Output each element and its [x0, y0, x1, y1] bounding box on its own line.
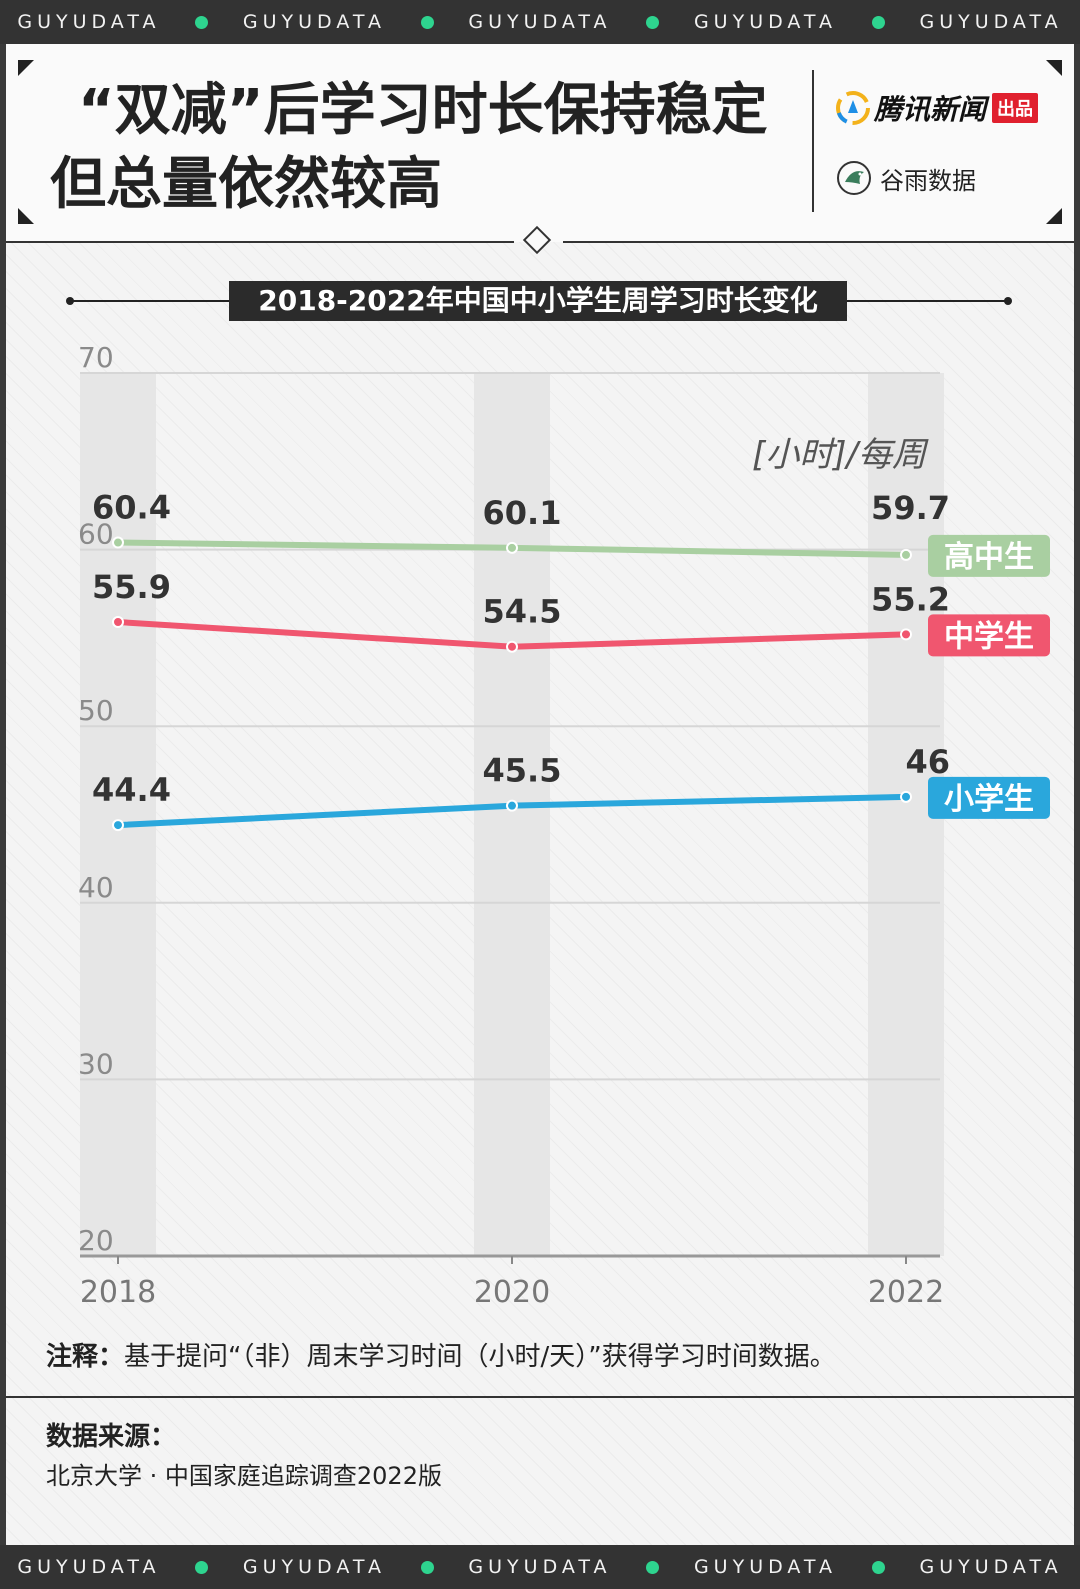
- corner-mark-icon: [18, 208, 34, 224]
- data-label: 59.7: [871, 489, 950, 527]
- year-band: [474, 373, 550, 1256]
- brand-name: 腾讯新闻: [874, 93, 987, 126]
- corner-mark-icon: [1046, 208, 1062, 224]
- green-dot-icon: [195, 1560, 209, 1574]
- band-word: GUYUDATA: [468, 11, 612, 33]
- band-word: GUYUDATA: [693, 11, 838, 33]
- guyu-data-brand: 谷雨数据: [836, 160, 976, 196]
- footnote-text: 基于提问“（非）周末学习时间（小时/天）”获得学习时间数据。: [124, 1342, 836, 1372]
- tencent-news-brand: 腾讯新闻 出品: [836, 88, 1039, 128]
- top-watermark-band: GUYUDATA GUYUDATA GUYUDATA GUYUDATA GUYU…: [0, 0, 1080, 44]
- data-point: [506, 640, 518, 653]
- bottom-watermark-band: GUYUDATA GUYUDATA GUYUDATA GUYUDATA GUYU…: [0, 1545, 1080, 1589]
- page-title: “双减”后学习时长保持稳定 但总量依然较高: [50, 74, 768, 222]
- data-label: 60.4: [92, 489, 171, 527]
- data-point: [506, 799, 518, 812]
- band-word: GUYUDATA: [242, 1556, 386, 1578]
- header-divider: [812, 70, 814, 212]
- data-point: [112, 819, 124, 832]
- corner-mark-icon: [18, 60, 34, 76]
- green-dot-icon: [420, 15, 434, 29]
- source-text: 北京大学 · 中国家庭追踪调查2022版: [46, 1462, 442, 1490]
- y-tick-label: 30: [78, 1047, 114, 1080]
- data-label: 54.5: [483, 593, 562, 631]
- divider-line: [563, 241, 1074, 243]
- y-tick-label: 20: [78, 1224, 114, 1257]
- data-point: [112, 616, 124, 629]
- divider-line: [6, 241, 514, 243]
- band-word: GUYUDATA: [17, 1556, 161, 1578]
- band-word: GUYUDATA: [919, 11, 1063, 33]
- data-point: [900, 628, 912, 641]
- data-point: [112, 536, 124, 549]
- dot-icon: [1004, 297, 1012, 305]
- series-tag-label: 高中生: [944, 540, 1034, 575]
- band-word: GUYUDATA: [17, 11, 161, 33]
- brand-badge: 出品: [992, 93, 1039, 123]
- data-point: [900, 790, 912, 803]
- band-word: GUYUDATA: [242, 11, 386, 33]
- green-dot-icon: [195, 15, 209, 29]
- band-word: GUYUDATA: [468, 1556, 612, 1578]
- source-label: 数据来源：: [46, 1422, 177, 1452]
- x-tick-label: 2018: [80, 1275, 156, 1310]
- divider-line: [6, 1396, 1074, 1398]
- x-tick-label: 2020: [474, 1275, 550, 1310]
- header: “双减”后学习时长保持稳定 但总量依然较高 腾讯新闻 出品 谷雨数据: [6, 44, 1074, 242]
- title-line-2: 但总量依然较高: [50, 152, 442, 217]
- series-tag: [928, 776, 1050, 819]
- title-line-1: “双减”后学习时长保持稳定: [78, 78, 768, 143]
- data-label: 46: [905, 743, 950, 781]
- data-label: 60.1: [483, 494, 562, 532]
- data-label: 45.5: [483, 752, 562, 790]
- series-tag: [928, 534, 1050, 577]
- brand-name: 谷雨数据: [880, 166, 976, 195]
- y-tick-label: 60: [78, 518, 114, 551]
- y-tick-label: 50: [78, 694, 114, 727]
- data-label: 55.2: [871, 580, 950, 618]
- data-label: 44.4: [92, 771, 171, 809]
- unit-label: [小时]/每周: [752, 435, 929, 475]
- band-word: GUYUDATA: [693, 1556, 838, 1578]
- series-tag-label: 中学生: [944, 619, 1034, 654]
- data-point: [900, 548, 912, 561]
- footnote-label: 注释：: [46, 1342, 125, 1372]
- green-dot-icon: [871, 1560, 885, 1574]
- data-label: 55.9: [92, 568, 171, 606]
- data-point: [506, 541, 518, 554]
- green-dot-icon: [871, 15, 885, 29]
- y-tick-label: 70: [78, 341, 114, 374]
- band-word: GUYUDATA: [919, 1556, 1063, 1578]
- dot-icon: [66, 297, 74, 305]
- green-dot-icon: [646, 1560, 660, 1574]
- series-tag: [928, 614, 1050, 657]
- infographic-card: “双减”后学习时长保持稳定 但总量依然较高 腾讯新闻 出品 谷雨数据: [6, 44, 1074, 1545]
- tencent-news-logo-icon: [836, 91, 870, 125]
- line-chart: 70 60 50 40 30 20 2018 2020 2022 [小时]/每周 60.4 60.1 5…: [78, 341, 1050, 1310]
- series-tag-label: 小学生: [944, 782, 1034, 817]
- guyu-bird-logo-icon: [837, 161, 871, 195]
- green-dot-icon: [646, 15, 660, 29]
- footnote: 注释：基于提问“（非）周末学习时间（小时/天）”获得学习时间数据。: [46, 1336, 836, 1373]
- x-tick-label: 2022: [868, 1275, 944, 1310]
- chart-title: 2018-2022年中国中小学生周学习时长变化: [229, 281, 847, 321]
- year-band: [80, 373, 156, 1256]
- green-dot-icon: [420, 1560, 434, 1574]
- y-tick-label: 40: [78, 871, 114, 904]
- corner-mark-icon: [1046, 60, 1062, 76]
